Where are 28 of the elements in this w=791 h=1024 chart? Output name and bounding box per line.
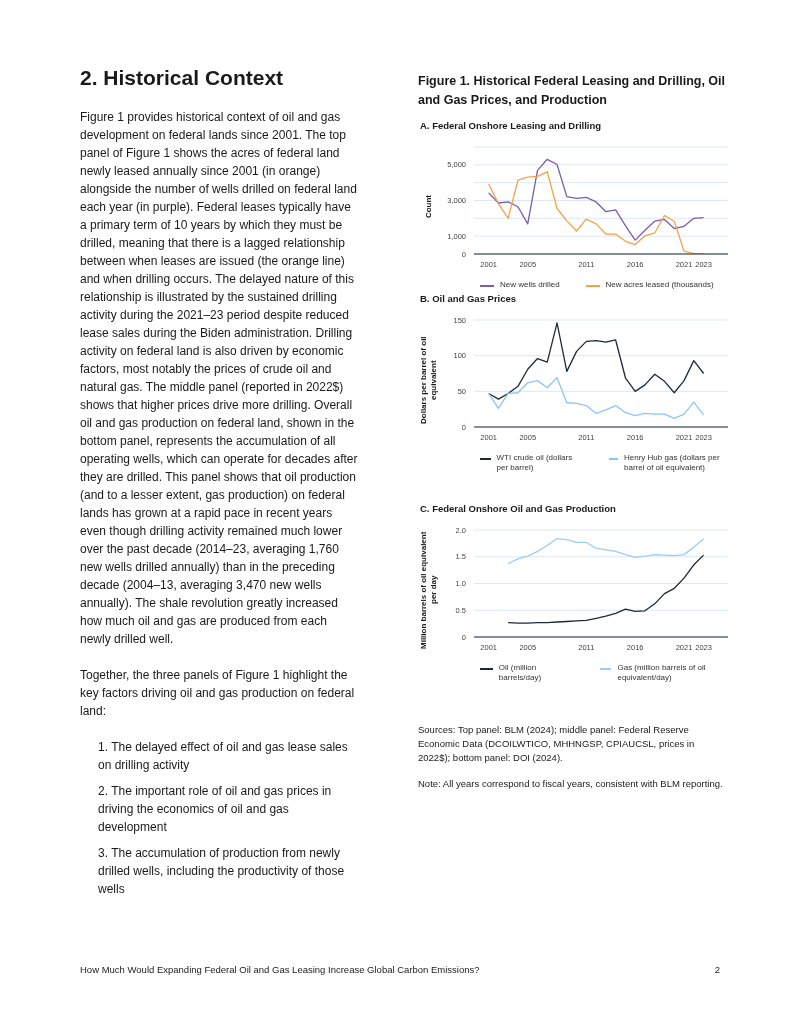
text: 2. The important role of oil and gas prices in driving the economics of oil and gas development [97,783,333,836]
line-series [488,158,705,241]
text: How Much Would Expanding Federal Oil and Gas Leasing Increase Global Carbon Emissions? [80,964,480,975]
y-axis-title: Dollars per barrel of oil equivalent [419,334,439,426]
chart-title: B. Oil and Gas Prices [419,293,518,304]
line-series [488,322,705,400]
source-note: Sources: Top panel: BLM (2024); middle panel: Federal Reserve Economic Data (DCOILWTICO, MHHNGSP, CPIAUCSL, prices in 2022$); bottom panel: DOI (2024). [418,723,696,765]
chart-subtitle: A. Federal Onshore Leasing and Drilling [419,120,603,131]
text: 2 [714,964,720,975]
legend-label: New wells drilled [500,280,560,290]
text: Note: All years correspond to fiscal years, consistent with BLM reporting. [418,777,724,791]
y-axis-title: Million barrels of oil equivalent per day [419,529,439,650]
text: Figure 1 provides historical context of oil and gas development on federal lands since 2001. The top panel of Figure 1 shows the acres of federal land newly leased annually since 2001 (in orange) alongside the number of wells drilled on federal land each year (in purple). Federal leases typically have a primary term of 10 years by which they must be drilled, meaning that there is a lagged relationship between when leases are issued (the orange line) and when drilling occurs. The delayed nature of this relationship is illustrated by the sustained drilling activity during the 2021–23 period despite reduced lease sales during the Biden administration. Drilling activity on federal land is also driven by economic factors, most notably the prices of crude oil and natural gas. The middle panel (reported in 2022$) shows that higher prices drive more drilling. Overall oil and gas production on federal land, shown in the bottom panel, represents the accumulation of all operating wells, which can operate for decades after they are drilled. This panel shows that oil production (and to a lesser extent, gas production) on federal lands has grown at a rapid pace in recent years even though drilling activity remained much lower over the past decade (2014–23, averaging 1,760 new wells drilled annually) than in the preceding decade (2004–13, averaging 3,470 new wells annually). The shale revolution greatly increased how much oil and gas are produced from each newly drilled well. [80,110,358,646]
text: 3. The accumulation of production from newly drilled wells, including the productivity of those wells [97,845,346,898]
line-series [507,537,705,565]
legend-label: New acres leased (thousands) [605,280,714,290]
text: 2. Historical Context [80,66,285,90]
line-series [488,377,705,420]
legend-label: WTI crude oil (dollars per barrel) [496,453,574,473]
legend-label: Henry Hub gas (dollars per barrel of oil equivalent) [624,453,721,473]
y-axis-title: Count [424,194,434,219]
text: Together, the three panels of Figure 1 highlight the key factors driving oil and gas production on federal land: [80,667,356,720]
chart-title: Figure 1. Historical Federal Leasing and Drilling, Oil and Gas Prices, and Production [418,73,726,109]
text: 1. The delayed effect of oil and gas lease sales on drilling activity [97,739,349,774]
legend-label: Gas (million barrels of oil equivalent/day) [617,663,707,683]
chart-title: C. Federal Onshore Oil and Gas Production [419,503,617,514]
legend-label: Oil (million barrels/day) [498,663,543,683]
line-series [507,554,705,624]
